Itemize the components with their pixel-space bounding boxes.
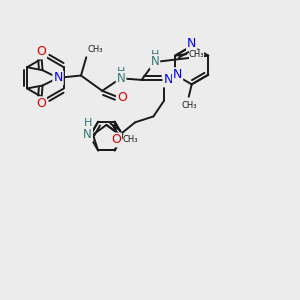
Text: N: N <box>173 68 182 81</box>
Text: N: N <box>164 74 173 86</box>
Text: H: H <box>83 118 92 128</box>
Text: O: O <box>36 45 46 58</box>
Text: N: N <box>117 72 125 85</box>
Text: CH₃: CH₃ <box>189 50 204 59</box>
Text: N: N <box>53 71 63 84</box>
Text: O: O <box>36 97 46 110</box>
Text: CH₃: CH₃ <box>88 45 103 54</box>
Text: N: N <box>151 55 159 68</box>
Text: H: H <box>117 67 125 77</box>
Text: O: O <box>117 91 127 104</box>
Text: CH₃: CH₃ <box>181 101 197 110</box>
Text: CH₃: CH₃ <box>123 136 138 145</box>
Text: N: N <box>187 37 196 50</box>
Text: H: H <box>151 50 159 60</box>
Text: N: N <box>83 128 92 141</box>
Text: O: O <box>111 134 121 146</box>
